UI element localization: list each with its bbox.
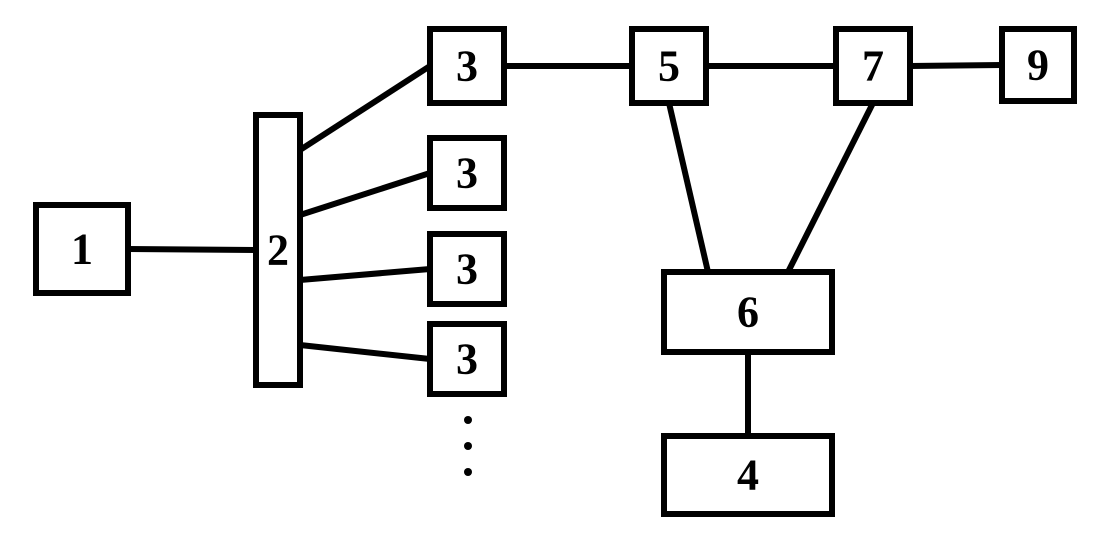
node-n3a: 3 bbox=[430, 29, 504, 103]
node-n1-label: 1 bbox=[71, 225, 93, 274]
node-n3c: 3 bbox=[430, 234, 504, 304]
node-n3a-label: 3 bbox=[456, 42, 478, 91]
node-n7-label: 7 bbox=[862, 42, 884, 91]
edge-n5-n6 bbox=[669, 103, 708, 272]
node-n6: 6 bbox=[664, 272, 832, 352]
node-n5-label: 5 bbox=[658, 42, 680, 91]
node-n3d-label: 3 bbox=[456, 335, 478, 384]
node-n4: 4 bbox=[664, 436, 832, 514]
node-n9-label: 9 bbox=[1027, 41, 1049, 90]
block-diagram: 1 2 3 3 3 3 5 7 9 6 4 bbox=[0, 0, 1101, 536]
edge-n7-n6 bbox=[788, 103, 873, 272]
edge-n2-n3a bbox=[300, 66, 430, 150]
node-n1: 1 bbox=[36, 205, 128, 293]
edge-n2-n3c bbox=[300, 269, 430, 280]
ellipsis-dot bbox=[464, 442, 472, 450]
node-n2: 2 bbox=[256, 115, 300, 385]
node-n3c-label: 3 bbox=[456, 245, 478, 294]
edge-n7-n9 bbox=[910, 65, 1002, 66]
edge-n1-n2 bbox=[128, 249, 256, 250]
node-n4-label: 4 bbox=[737, 451, 759, 500]
node-n3b-label: 3 bbox=[456, 149, 478, 198]
ellipsis-dot bbox=[464, 416, 472, 424]
node-n9: 9 bbox=[1002, 29, 1074, 101]
node-n3b: 3 bbox=[430, 138, 504, 208]
edge-n2-n3d bbox=[300, 345, 430, 359]
ellipsis-dot bbox=[464, 468, 472, 476]
node-n2-label: 2 bbox=[267, 226, 289, 275]
node-n7: 7 bbox=[836, 29, 910, 103]
node-n3d: 3 bbox=[430, 324, 504, 394]
node-n6-label: 6 bbox=[737, 288, 759, 337]
edge-n2-n3b bbox=[300, 173, 430, 215]
node-n5: 5 bbox=[632, 29, 706, 103]
